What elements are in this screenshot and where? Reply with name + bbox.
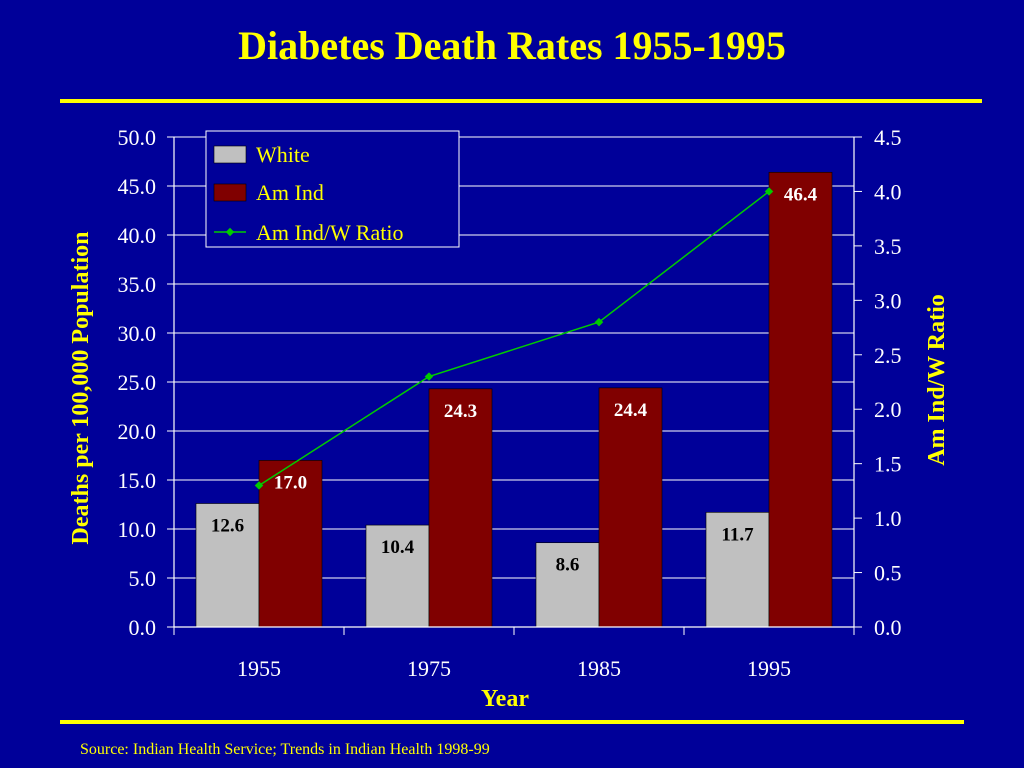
y2-tick-label: 0.5	[874, 561, 902, 586]
y-tick-label: 40.0	[118, 223, 157, 248]
white-bar-label: 12.6	[211, 516, 244, 537]
y2-tick-label: 3.5	[874, 234, 902, 259]
y-tick-label: 20.0	[118, 419, 157, 444]
x-axis-ticks: 1955 1975 1985 1995	[173, 627, 855, 681]
white-bar	[705, 512, 770, 628]
am-ind-bar	[598, 387, 663, 628]
x-tick-label: 1975	[407, 656, 451, 681]
y-axis-label: Deaths per 100,000 Population	[68, 232, 94, 545]
am-ind-bar-label: 24.4	[614, 400, 648, 421]
y-tick-label: 5.0	[129, 566, 157, 591]
legend-label-am-ind: Am Ind	[256, 180, 324, 205]
ratio-line-path	[258, 190, 770, 487]
y-tick-label: 35.0	[118, 272, 157, 297]
title-divider	[60, 99, 982, 103]
legend-box	[205, 130, 460, 248]
x-tick-label: 1995	[747, 656, 791, 681]
footer-divider	[60, 720, 964, 724]
y-tick-label: 0.0	[129, 615, 157, 640]
x-tick-label: 1955	[237, 656, 281, 681]
y2-tick-label: 4.0	[874, 179, 902, 204]
legend-label-ratio: Am Ind/W Ratio	[256, 220, 403, 245]
am-ind-bar-label: 24.3	[444, 401, 477, 422]
am-ind-bar-label: 17.0	[274, 472, 307, 493]
source-note: Source: Indian Health Service; Trends in…	[80, 741, 490, 758]
y-tick-label: 45.0	[118, 174, 157, 199]
white-bar-label: 11.7	[721, 524, 754, 545]
y-tick-label: 25.0	[118, 370, 157, 395]
am-ind-bar	[768, 171, 833, 628]
y2-tick-label: 2.5	[874, 343, 902, 368]
slide-title: Diabetes Death Rates 1955-1995	[238, 23, 786, 68]
y2-tick-label: 2.0	[874, 397, 902, 422]
y2-tick-label: 4.5	[874, 125, 902, 150]
y2-tick-label: 1.5	[874, 452, 902, 477]
x-axis-label: Year	[481, 686, 529, 712]
y-tick-label: 30.0	[118, 321, 157, 346]
legend: White Am Ind Am Ind/W Ratio	[205, 130, 460, 248]
y-tick-label: 10.0	[118, 517, 157, 542]
white-bar-label: 10.4	[381, 537, 415, 558]
y2-tick-label: 1.0	[874, 506, 902, 531]
legend-swatch-am-ind	[213, 183, 247, 202]
bars	[195, 171, 833, 628]
legend-swatch-white	[213, 145, 247, 164]
x-tick-label: 1985	[577, 656, 621, 681]
white-bar-label: 8.6	[556, 555, 580, 576]
y-axis-ticks: 0.0 5.0 10.0 15.0 20.0 25.0 30.0 35.0 40.0 45.0 50…	[118, 125, 174, 640]
ratio-point	[254, 481, 264, 490]
ratio-point	[424, 372, 434, 381]
y2-tick-label: 0.0	[874, 615, 902, 640]
data-labels: 12.6 17.0 10.4 24.3 8.6 24.4 11.7 46.4	[211, 184, 818, 575]
y2-tick-label: 3.0	[874, 288, 902, 313]
y-tick-label: 50.0	[118, 125, 157, 150]
am-ind-bar	[428, 388, 493, 628]
legend-label-white: White	[256, 142, 310, 167]
y2-axis-ticks: 0.0 0.5 1.0 1.5 2.0 2.5 3.0 3.5 4.0 4.5	[854, 125, 902, 640]
y-tick-label: 15.0	[118, 468, 157, 493]
white-bar	[535, 542, 600, 628]
ratio-point	[594, 317, 604, 327]
y2-axis-label: Am Ind/W Ratio	[924, 294, 950, 466]
am-ind-bar-label: 46.4	[784, 184, 818, 205]
legend-marker-ratio	[225, 227, 235, 237]
